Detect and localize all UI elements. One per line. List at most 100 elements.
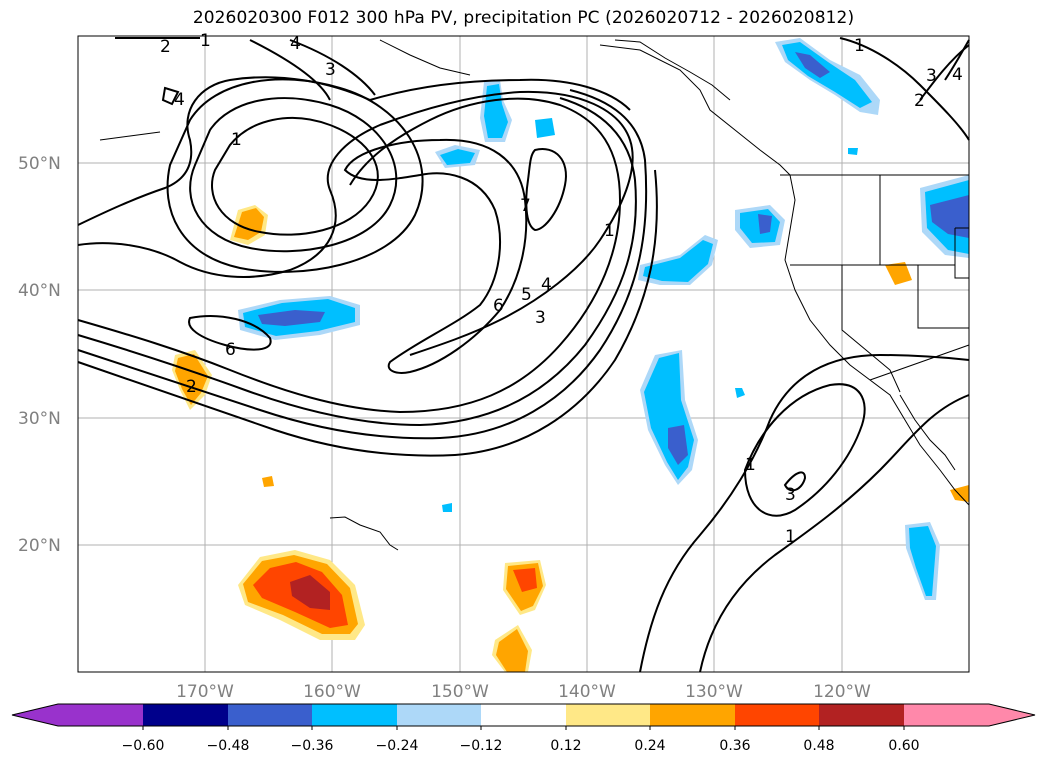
pv-label: 1 <box>745 455 756 475</box>
pv-label: 7 <box>520 196 531 216</box>
pv-label: 1 <box>231 130 242 150</box>
pv-label: 1 <box>785 527 796 547</box>
pv-contour <box>289 39 376 96</box>
precip-area <box>909 526 936 596</box>
colorbar-tick-label: −0.48 <box>207 738 250 754</box>
precip-area <box>848 148 858 155</box>
pv-contour <box>77 169 658 457</box>
precip-shading <box>172 38 969 672</box>
precip-area <box>262 476 274 487</box>
alaska-panhandle <box>614 39 731 101</box>
colorbar-ticks <box>142 726 905 730</box>
pv-label: 3 <box>535 308 546 328</box>
precip-area <box>258 310 325 326</box>
mexico-border <box>869 344 970 381</box>
pv-contour <box>77 76 631 226</box>
pv-labels: 2 1 4 3 4 1 7 6 5 4 3 1 6 2 1 3 1 1 2 3 … <box>160 31 963 547</box>
colorbar-segment <box>481 704 566 726</box>
colorbar-tick-label: −0.60 <box>122 738 165 754</box>
precip-area <box>440 149 475 165</box>
pv-contour <box>839 37 970 141</box>
precip-area <box>795 52 830 78</box>
pv-label: 4 <box>952 65 963 85</box>
colorbar-segment <box>397 704 481 726</box>
pv-label: 6 <box>225 340 236 360</box>
pv-label: 1 <box>200 31 211 51</box>
precip-area <box>290 575 330 610</box>
precip-area <box>643 240 713 282</box>
pv-label: 4 <box>541 275 552 295</box>
lat-label: 30°N <box>18 409 61 429</box>
precip-area <box>175 354 208 405</box>
state-border <box>954 227 969 279</box>
colorbar-segment <box>735 704 819 726</box>
colorbar-tick-label: 0.24 <box>634 738 665 754</box>
pv-contour <box>166 78 424 273</box>
precip-area <box>668 425 688 465</box>
north-america-coast <box>599 44 970 506</box>
pv-label: 4 <box>174 90 185 110</box>
pv-label: 3 <box>325 60 336 80</box>
lat-label: 50°N <box>18 154 61 174</box>
aleutian-line <box>379 39 471 76</box>
colorbar-segment <box>143 704 228 726</box>
pv-label: 2 <box>914 91 925 111</box>
map-title: 2026020300 F012 300 hPa PV, precipitatio… <box>192 8 855 28</box>
pv-label: 4 <box>290 34 301 54</box>
colorbar-segment <box>228 704 312 726</box>
precip-area <box>930 195 969 238</box>
colorbar-tick-label: 0.12 <box>550 738 581 754</box>
pv-contour <box>211 117 379 236</box>
precip-area <box>513 568 537 592</box>
lat-label: 20°N <box>18 536 61 556</box>
colorbar-tick-label: −0.12 <box>460 738 503 754</box>
pv-contour <box>343 138 528 374</box>
precip-area <box>442 503 452 512</box>
pv-contour <box>77 90 634 356</box>
colorbar-under-triangle <box>12 704 143 726</box>
baja-coast <box>899 394 956 471</box>
colorbar-tick-label: 0.36 <box>719 738 750 754</box>
pv-contour <box>77 97 637 427</box>
pv-contour <box>743 383 866 517</box>
colorbar-tick-label: −0.24 <box>376 738 419 754</box>
colorbar-tick-label: 0.60 <box>888 738 919 754</box>
pv-contour <box>249 39 331 101</box>
lon-label: 170°W <box>176 682 234 702</box>
pv-contour <box>699 394 970 673</box>
colorbar-segment <box>819 704 904 726</box>
colorbar-segment <box>566 704 650 726</box>
colorbar-outline <box>11 703 1036 727</box>
state-border <box>917 265 969 329</box>
pv-contours <box>77 37 970 673</box>
pv-contour <box>783 471 807 492</box>
pv-label: 2 <box>186 377 197 397</box>
pv-label: 1 <box>854 36 865 56</box>
pv-contour <box>188 315 272 351</box>
aleutian-islands <box>99 131 161 141</box>
hawaii-islands <box>329 516 399 551</box>
pv-contour <box>525 148 567 232</box>
lon-label: 150°W <box>431 682 489 702</box>
pv-contour <box>639 353 970 673</box>
precip-area <box>758 214 772 234</box>
colorbar-tick-label: −0.36 <box>291 738 334 754</box>
lon-label: 120°W <box>813 682 871 702</box>
colorbar-segment <box>650 704 735 726</box>
pv-label: 3 <box>926 66 937 86</box>
pv-label: 6 <box>493 296 504 316</box>
lon-label: 160°W <box>303 682 361 702</box>
lat-label: 40°N <box>18 281 61 301</box>
pv-contour <box>944 39 970 81</box>
map-frame <box>77 35 970 673</box>
pv-contour <box>161 86 180 106</box>
state-border <box>841 265 901 393</box>
pv-label: 5 <box>521 285 532 305</box>
colorbar-tick-label: 0.48 <box>803 738 834 754</box>
precip-area <box>535 118 555 138</box>
pv-contour <box>77 97 622 414</box>
pv-contour <box>77 89 648 440</box>
pv-label: 3 <box>785 485 796 505</box>
lon-label: 140°W <box>558 682 616 702</box>
